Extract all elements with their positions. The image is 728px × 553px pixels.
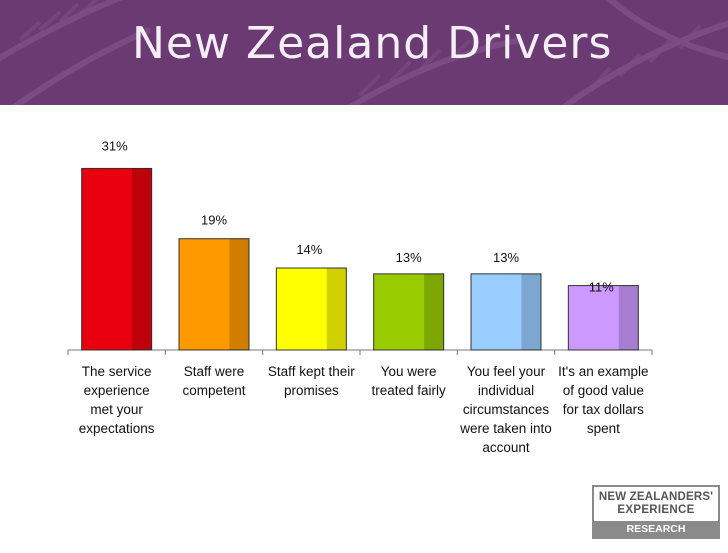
bar-6	[567, 285, 639, 351]
category-label-line: experience	[83, 383, 150, 398]
fern-pattern-decoration	[0, 0, 728, 105]
category-label-line: promises	[283, 383, 339, 398]
logo-line-1: NEW ZEALANDERS'	[598, 491, 714, 503]
category-label-line: individual	[477, 383, 535, 398]
bar-shade-5	[521, 273, 541, 350]
category-label-line: Staff were	[183, 364, 245, 379]
category-label-3: Staff kept their promises	[262, 362, 360, 400]
bar-2	[178, 238, 250, 351]
category-label-4: You were treated fairly	[360, 362, 458, 400]
data-label-4: 13%	[396, 250, 422, 265]
data-label-6: 11%	[589, 280, 614, 295]
category-label-line: It's an example	[558, 364, 649, 379]
bar-shade-3	[326, 268, 347, 350]
bar-shade-1	[132, 168, 152, 350]
data-label-2: 19%	[201, 213, 227, 228]
category-label-1: The service experience met your expectation…	[68, 362, 166, 438]
slide-title: New Zealand Drivers	[132, 18, 613, 69]
category-label-line: of good value	[562, 383, 644, 398]
bar-chart: 31% 19% 14% 13% 13% 11%	[67, 138, 653, 355]
category-label-line: were taken into	[460, 421, 552, 436]
header-banner: New Zealand Drivers	[0, 0, 728, 105]
logo-line-3: RESEARCH PROGRAMME	[594, 521, 718, 551]
bar-3	[275, 267, 347, 351]
bar-4	[373, 273, 445, 351]
category-label-line: account	[482, 440, 530, 455]
category-label-line: The service	[81, 364, 152, 379]
data-label-3: 14%	[296, 242, 322, 257]
category-label-line: Staff kept their	[267, 364, 355, 379]
category-label-line: expectations	[78, 421, 155, 436]
category-label-line: spent	[586, 421, 620, 436]
data-label-5: 13%	[493, 250, 519, 265]
category-label-line: You feel your	[466, 364, 546, 379]
research-programme-logo: NEW ZEALANDERS' EXPERIENCE RESEARCH PROG…	[592, 485, 720, 551]
logo-line-2: EXPERIENCE	[617, 504, 695, 516]
category-label-line: met your	[90, 402, 143, 417]
bar-1	[81, 167, 153, 351]
category-label-5: You feel your individual circumstances were…	[457, 362, 555, 457]
bar-shade-2	[229, 238, 249, 350]
bar-5	[470, 273, 542, 351]
bar-shade-6	[618, 285, 639, 350]
category-label-line: You were	[380, 364, 437, 379]
category-label-6: It's an example of good value for tax doll…	[554, 362, 652, 438]
category-label-line: competent	[182, 383, 246, 398]
category-label-line: circumstances	[462, 402, 550, 417]
category-label-2: Staff were competent	[165, 362, 263, 400]
category-label-line: for tax dollars	[562, 402, 644, 417]
data-label-1: 31%	[102, 138, 128, 153]
category-label-line: treated fairly	[371, 383, 446, 398]
bar-shade-4	[424, 273, 444, 350]
